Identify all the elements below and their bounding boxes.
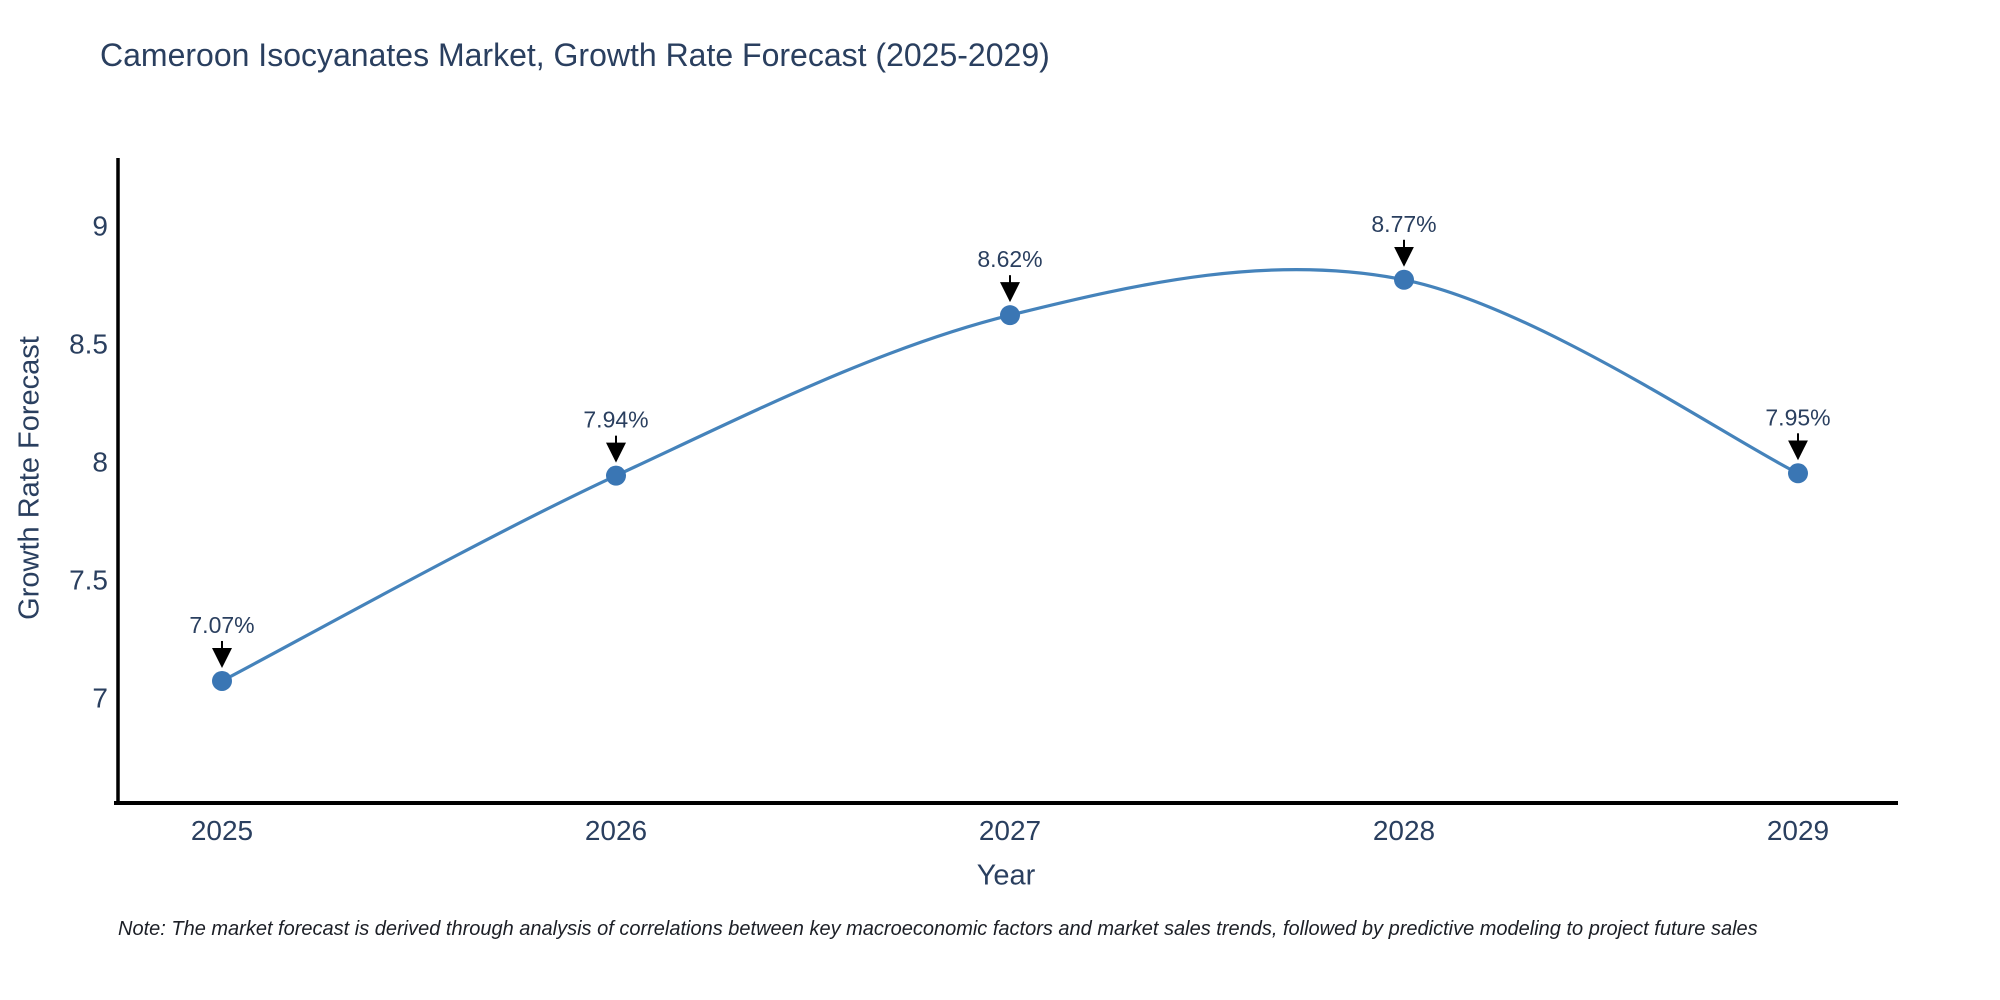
y-tick-label: 7.5 xyxy=(69,565,108,596)
data-point-marker xyxy=(606,465,626,486)
data-point-marker xyxy=(1394,269,1414,290)
point-value-label: 8.62% xyxy=(977,246,1042,272)
x-tick-label: 2026 xyxy=(585,815,647,846)
x-tick-label: 2029 xyxy=(1767,815,1829,846)
chart-title: Cameroon Isocyanates Market, Growth Rate… xyxy=(100,37,1050,73)
y-tick-label: 9 xyxy=(92,211,108,242)
x-tick-label: 2027 xyxy=(979,815,1041,846)
data-point-marker xyxy=(1000,305,1020,326)
point-value-label: 7.94% xyxy=(583,407,648,433)
y-tick-label: 7 xyxy=(92,683,108,714)
point-value-label: 7.95% xyxy=(1765,404,1830,430)
trend-line xyxy=(221,267,1799,683)
x-tick-label: 2028 xyxy=(1373,815,1435,846)
point-value-label: 7.07% xyxy=(189,612,254,638)
y-tick-label: 8 xyxy=(92,447,108,478)
data-point-marker xyxy=(212,670,232,691)
y-tick-label: 8.5 xyxy=(69,329,108,360)
point-value-label: 8.77% xyxy=(1371,211,1436,237)
data-point-marker xyxy=(1788,463,1808,484)
footnote: Note: The market forecast is derived thr… xyxy=(118,918,1758,940)
y-axis-title: Growth Rate Forecast xyxy=(13,336,46,620)
x-tick-label: 2025 xyxy=(191,815,253,846)
x-axis-title: Year xyxy=(976,859,1036,892)
